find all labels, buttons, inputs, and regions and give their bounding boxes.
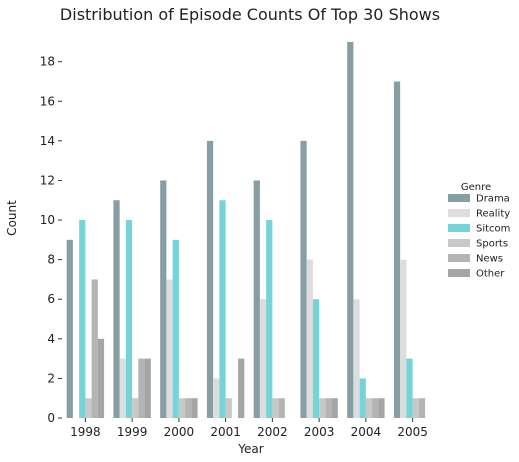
chart-title: Distribution of Episode Counts Of Top 30… [60,5,440,24]
bar-reality-2004 [353,299,360,418]
legend-swatch-reality [448,209,470,217]
x-tick-label: 2001 [210,425,241,439]
bar-drama-1999 [113,200,120,418]
bar-reality-2001 [213,378,220,418]
bar-reality-2000 [166,279,173,418]
legend-swatch-drama [448,194,470,202]
legend-label-news: News [476,254,503,265]
bar-news-2002 [278,398,285,418]
legend: Genre Drama Reality Sitcom Sports News Other [448,182,510,280]
x-axis-label: Year [237,442,263,456]
x-axis: 1998 1999 2000 2001 2002 2003 2004 2005 [70,418,428,439]
bar-sports-1999 [132,398,139,418]
y-tick-label: 0 [47,411,55,425]
bar-other-1998 [97,338,105,418]
bar-drama-1998 [66,239,73,418]
x-tick-label: 1999 [117,425,148,439]
x-tick-label: 1998 [70,425,101,439]
bar-sitcom-2003 [312,299,320,418]
bar-sports-2002 [272,398,279,418]
bar-news-1998 [91,279,98,418]
bar-drama-2003 [300,140,307,418]
bar-sports-2001 [225,398,232,418]
bar-news-2003 [325,398,332,418]
legend-swatch-sitcom [448,224,470,232]
x-tick-label: 2005 [397,425,428,439]
y-tick-label: 6 [47,292,55,306]
bar-sitcom-2001 [219,200,226,418]
bar-drama-2002 [253,180,260,418]
legend-swatch-other [448,269,470,277]
bar-news-1999 [138,358,145,418]
y-tick-label: 2 [47,371,55,385]
bar-news-2004 [372,398,379,418]
bar-sitcom-2002 [266,220,273,418]
bar-reality-2002 [259,299,267,418]
x-tick-label: 2002 [257,425,288,439]
bar-sitcom-1998 [79,220,86,418]
legend-label-reality: Reality [476,209,510,220]
legend-swatch-sports [448,239,470,247]
y-axis-label: Count [5,200,19,236]
x-tick-label: 2003 [304,425,335,439]
legend-label-other: Other [476,269,505,280]
bar-other-2000 [191,398,198,418]
bar-sitcom-1999 [125,220,133,418]
bar-drama-2005 [393,81,401,419]
y-tick-label: 14 [40,134,55,148]
bar-sports-2004 [365,398,373,418]
y-tick-label: 18 [40,55,55,69]
x-tick-label: 2004 [351,425,382,439]
bar-sitcom-2000 [172,239,179,418]
bar-reality-2005 [400,259,407,418]
bar-reality-1999 [119,358,126,418]
bar-drama-2001 [206,140,214,418]
bar-sitcom-2004 [359,378,366,418]
y-tick-label: 12 [40,173,55,187]
bar-other-1999 [144,358,151,418]
bars-layer [66,41,426,419]
bar-sports-2003 [319,398,326,418]
y-tick-label: 4 [47,332,55,346]
bar-sports-2005 [412,398,419,418]
y-tick-label: 16 [40,94,55,108]
legend-label-drama: Drama [476,194,510,205]
y-tick-label: 10 [40,213,55,227]
bar-sports-1998 [85,398,92,418]
bar-sitcom-2005 [406,358,413,418]
y-tick-label: 8 [47,253,55,267]
bar-drama-2004 [347,41,354,419]
bar-news-2000 [185,398,192,418]
legend-swatch-news [448,254,470,262]
bar-reality-2003 [306,259,313,418]
bar-other-2001 [238,358,245,418]
bar-other-2003 [331,398,338,418]
y-axis: 0 2 4 6 8 10 12 14 16 18 [40,55,62,425]
bar-sports-2000 [178,398,186,418]
bar-news-2005 [418,398,426,418]
legend-label-sports: Sports [476,239,508,250]
bar-other-2004 [378,398,385,418]
x-tick-label: 2000 [164,425,195,439]
legend-title: Genre [461,182,491,193]
legend-label-sitcom: Sitcom [476,224,510,235]
bar-drama-2000 [160,180,167,418]
